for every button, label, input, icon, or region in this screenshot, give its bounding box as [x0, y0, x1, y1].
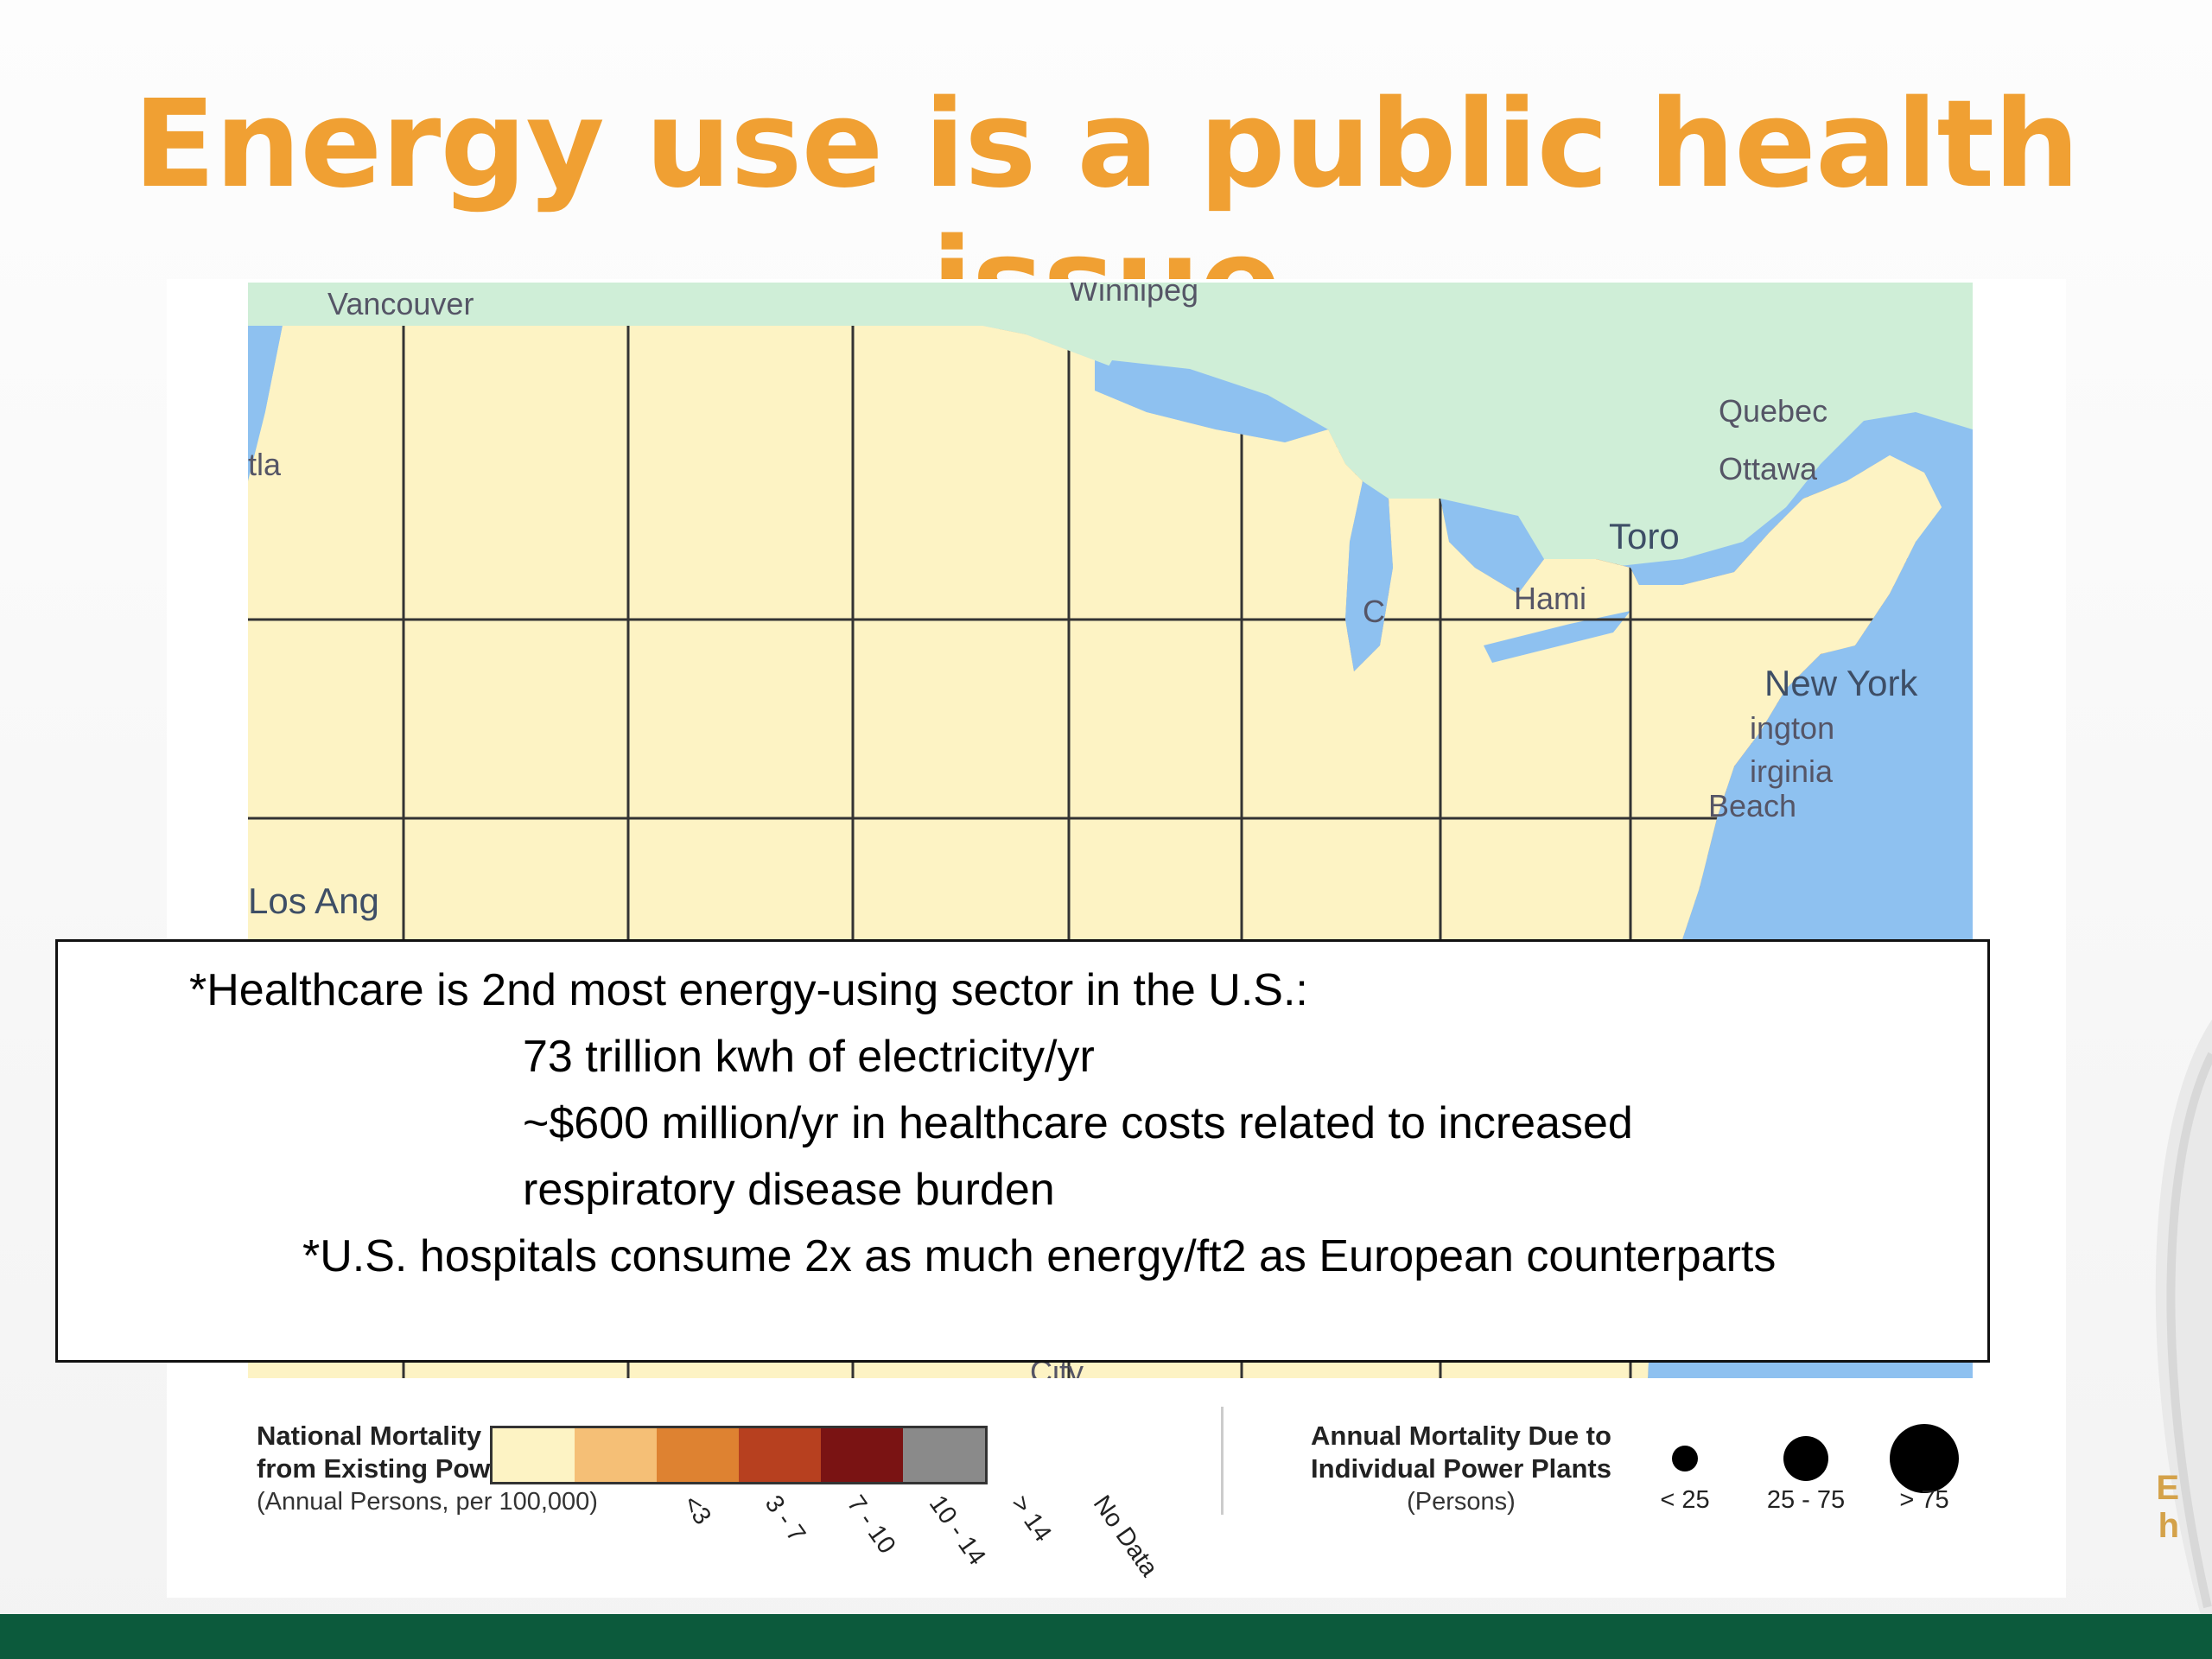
- logo-letter-h: h: [2158, 1507, 2179, 1545]
- legend-plant-label: < 25: [1660, 1486, 1710, 1514]
- label-washington: ington: [1750, 710, 1835, 746]
- legend-swatch: [821, 1428, 903, 1482]
- label-ottawa: Ottawa: [1719, 451, 1818, 486]
- map-figure: Vancouver Winnipeg tla Quebec Ottawa Tor…: [167, 279, 2066, 1598]
- legend-plant-dot: [1783, 1436, 1828, 1481]
- legend-swatch: [903, 1428, 985, 1482]
- label-virginia-beach-1: irginia: [1750, 753, 1834, 789]
- label-quebec: Quebec: [1719, 393, 1828, 429]
- legend-color-scale: [490, 1426, 988, 1484]
- label-new-york: New York: [1764, 663, 1918, 703]
- label-toronto: Toro: [1609, 516, 1680, 556]
- legend-plants-title-line2: Individual Power Plants: [1311, 1453, 1611, 1484]
- legend-swatch: [493, 1428, 575, 1482]
- footer-bar: [0, 1614, 2212, 1659]
- fact-line-2: 73 trillion kwh of electricity/yr: [523, 1032, 1095, 1082]
- legend-divider: [1221, 1407, 1224, 1515]
- logo-letter-e: E: [2156, 1469, 2179, 1507]
- legend-swatch: [657, 1428, 739, 1482]
- legend-plants-title-line1: Annual Mortality Due to: [1311, 1421, 1611, 1451]
- legend-plants-units: (Persons): [1407, 1488, 1516, 1516]
- legend-plant-dot: [1672, 1446, 1698, 1471]
- logo-fragment: E h: [2156, 1469, 2179, 1545]
- canada-land: [248, 283, 1973, 585]
- fact-line-4: respiratory disease burden: [523, 1165, 1055, 1215]
- legend-mortality-units: (Annual Persons, per 100,000): [257, 1488, 598, 1516]
- legend-plant-label: 25 - 75: [1766, 1486, 1846, 1514]
- label-los-angeles: Los Ang: [248, 880, 379, 921]
- key-facts-box: *Healthcare is 2nd most energy-using sec…: [55, 939, 1990, 1363]
- legend-swatch: [739, 1428, 821, 1482]
- label-chicago: C: [1363, 594, 1385, 629]
- legend-plant-dot: [1890, 1424, 1959, 1493]
- fact-line-5: *U.S. hospitals consume 2x as much energ…: [302, 1231, 1777, 1281]
- label-hamilton: Hami: [1514, 581, 1587, 616]
- label-winnipeg: Winnipeg: [1069, 283, 1199, 308]
- legend-plants-title: Annual Mortality Due to Individual Power…: [1280, 1420, 1643, 1518]
- legend-plant-label: > 75: [1899, 1486, 1949, 1514]
- decorative-swoosh: [2155, 1020, 2212, 1624]
- label-virginia-beach-2: Beach: [1708, 788, 1797, 823]
- fact-line-3: ~$600 million/yr in healthcare costs rel…: [523, 1098, 1633, 1148]
- fact-line-1: *Healthcare is 2nd most energy-using sec…: [189, 965, 1308, 1015]
- label-vancouver: Vancouver: [327, 286, 474, 321]
- label-portland: tla: [248, 447, 282, 482]
- legend-swatch: [575, 1428, 657, 1482]
